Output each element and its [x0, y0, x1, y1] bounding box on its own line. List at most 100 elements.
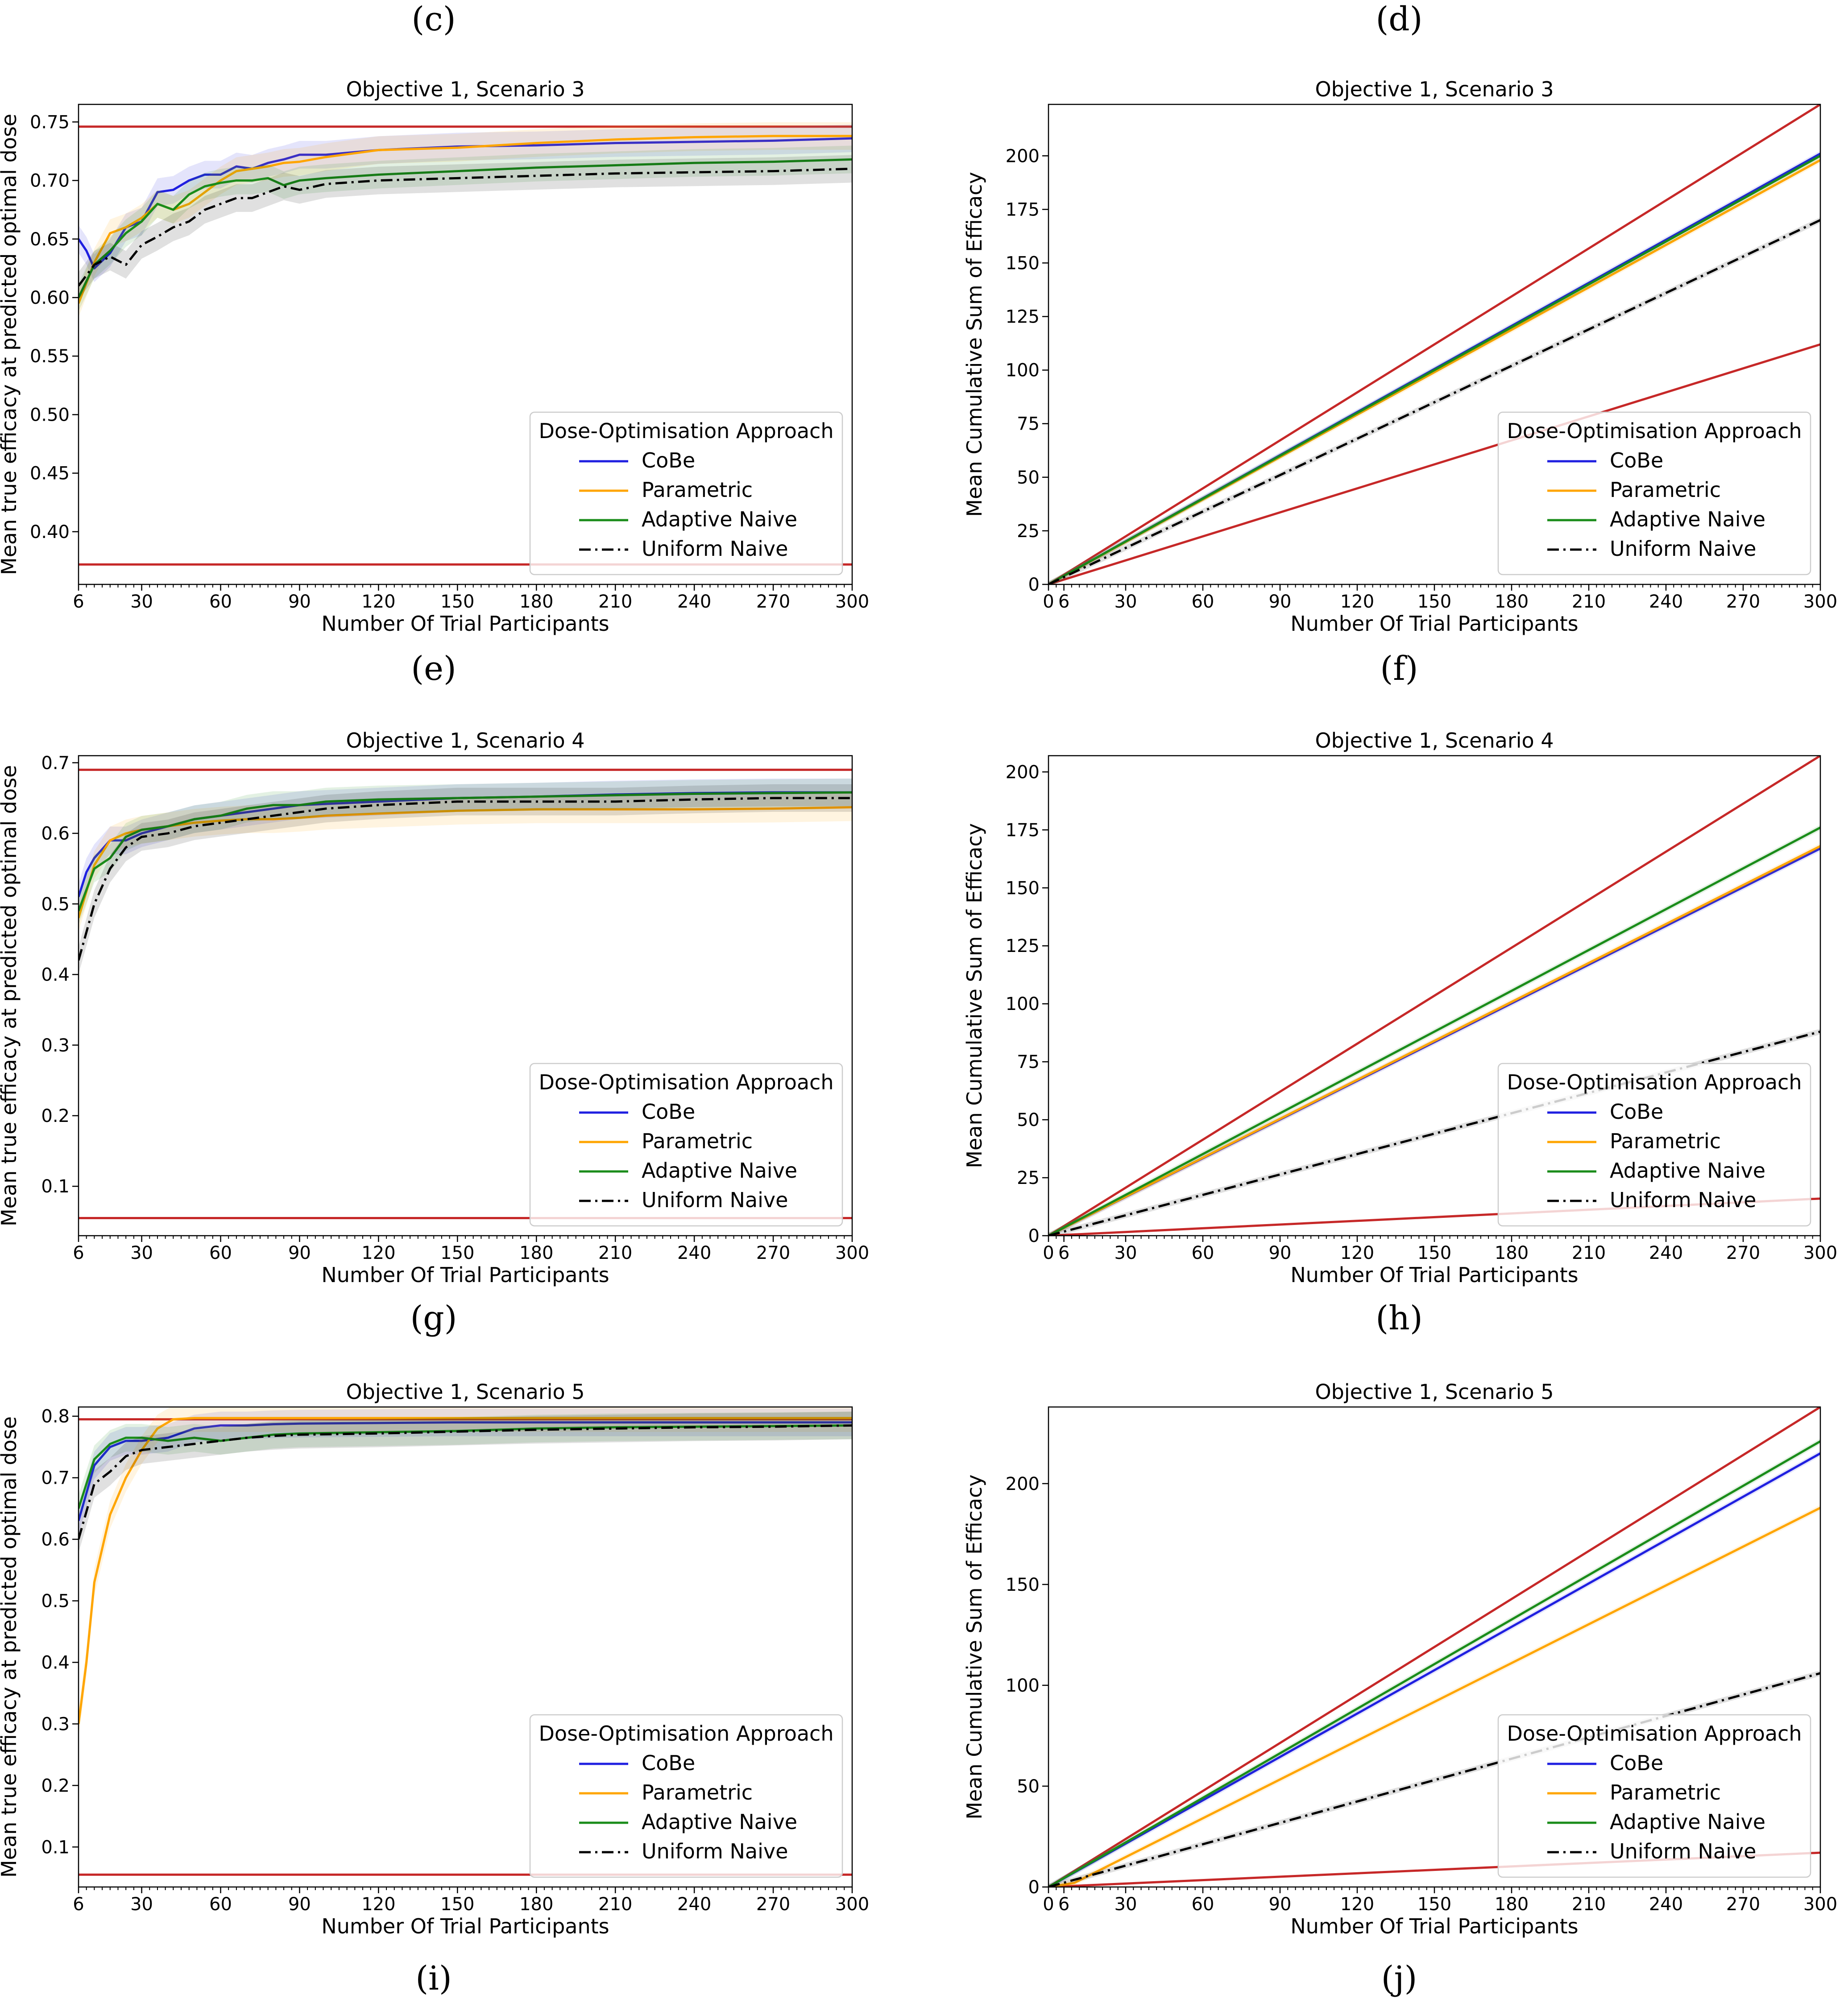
- y-tick-label: 150: [1006, 1575, 1040, 1595]
- x-tick-label: 180: [519, 1894, 553, 1915]
- series-line: [1048, 1440, 1820, 1887]
- x-tick-label: 180: [1495, 592, 1529, 612]
- x-tick-label: 150: [440, 1243, 474, 1263]
- plot-frame: [78, 755, 853, 1237]
- y-tick-label: 0.3: [41, 1714, 70, 1734]
- y-tick-label: 0.7: [41, 753, 70, 774]
- x-tick-label: 90: [1269, 1243, 1292, 1263]
- y-tick-label: 100: [1006, 1676, 1040, 1696]
- panel-label-g: (g): [410, 1299, 457, 1337]
- legend-entry-label: Uniform Naive: [1610, 537, 1756, 561]
- panel-label-j: (j): [1381, 1959, 1417, 1998]
- x-tick-label: 120: [1340, 1243, 1374, 1263]
- y-tick-label: 0.1: [41, 1176, 70, 1197]
- x-tick-label: 300: [835, 592, 869, 612]
- x-axis-label: Number Of Trial Participants: [1290, 612, 1578, 636]
- series-band: [79, 1411, 852, 1553]
- series-band: [79, 1408, 852, 1535]
- x-tick-label: 90: [1269, 592, 1292, 612]
- legend-title: Dose-Optimisation Approach: [1507, 1070, 1802, 1094]
- x-tick-label: 240: [677, 592, 711, 612]
- x-tick-label: 60: [1192, 1894, 1214, 1915]
- chart-scenario3-efficacy: Objective 1, Scenario 3 6 30 60 90 120 150 180 2…: [0, 77, 869, 636]
- series-band: [79, 793, 852, 932]
- legend-title: Dose-Optimisation Approach: [539, 419, 834, 443]
- panel-label-i: (i): [415, 1959, 452, 1998]
- x-tick-label: 150: [1417, 1894, 1451, 1915]
- x-tick-label: 210: [1572, 1243, 1606, 1263]
- y-axis-label: Mean Cumulative Sum of Efficacy: [962, 1474, 986, 1819]
- legend-entry-label: CoBe: [1610, 1100, 1663, 1124]
- x-tick-label: 120: [361, 1894, 395, 1915]
- x-tick-label: 300: [1803, 1894, 1837, 1915]
- y-tick-label: 0.8: [41, 1407, 70, 1427]
- legend-entry-label: Adaptive Naive: [1610, 1159, 1765, 1183]
- panel-label-h: (h): [1376, 1299, 1423, 1337]
- series-line: [79, 158, 852, 298]
- plot-frame: [78, 1406, 853, 1888]
- x-tick-label: 240: [1649, 1243, 1683, 1263]
- reference-line: [1048, 104, 1820, 584]
- chart-scenario5-cumulative: Objective 1, Scenario 5 0 6 30 60 90 120 150 180…: [962, 1380, 1837, 1938]
- plot-frame: [78, 103, 853, 585]
- y-tick-label: 0.50: [30, 405, 70, 425]
- legend-entry-label: CoBe: [642, 1751, 695, 1775]
- chart-scenario4-cumulative: Objective 1, Scenario 4 0 6 30 60 90 120 150 180…: [962, 728, 1837, 1287]
- y-tick-label: 200: [1006, 762, 1040, 782]
- x-tick-label: 300: [835, 1243, 869, 1263]
- x-tick-label: 6: [73, 1894, 84, 1915]
- legend-entry-label: CoBe: [1610, 1751, 1663, 1775]
- series-band: [79, 124, 852, 282]
- y-axis-label: Mean true efficacy at predicted optimal …: [0, 114, 21, 575]
- y-tick-label: 150: [1006, 878, 1040, 898]
- series-line: [79, 1417, 852, 1724]
- legend-entry-label: Adaptive Naive: [1610, 1810, 1765, 1834]
- x-tick-label: 270: [756, 1243, 790, 1263]
- x-tick-label: 6: [1058, 1243, 1069, 1263]
- series-line: [1048, 826, 1820, 1236]
- y-tick-label: 0: [1028, 1877, 1040, 1898]
- y-tick-label: 0.6: [41, 1530, 70, 1550]
- legend: Dose-Optimisation Approach CoBe Parametric…: [1497, 1714, 1811, 1878]
- x-tick-label: 6: [73, 592, 84, 612]
- y-tick-label: 0.5: [41, 894, 70, 914]
- x-tick-label: 30: [130, 1894, 153, 1915]
- series-line: [1048, 1672, 1820, 1887]
- chart-title: Objective 1, Scenario 4: [346, 728, 584, 753]
- y-tick-label: 50: [1017, 468, 1040, 488]
- legend-box: [1497, 411, 1811, 575]
- x-tick-label: 30: [130, 592, 153, 612]
- x-tick-label: 150: [440, 592, 474, 612]
- x-tick-label: 30: [1115, 1243, 1137, 1263]
- x-tick-label: 120: [1340, 1894, 1374, 1915]
- x-axis-label: Number Of Trial Participants: [1290, 1263, 1578, 1287]
- chart-title: Objective 1, Scenario 5: [1315, 1380, 1554, 1404]
- y-tick-label: 0.4: [41, 1652, 70, 1673]
- series-line: [79, 791, 852, 911]
- x-tick-label: 210: [598, 1243, 632, 1263]
- y-tick-label: 125: [1006, 307, 1040, 327]
- legend-entry-label: CoBe: [642, 1100, 695, 1124]
- x-tick-label: 0: [1043, 1243, 1054, 1263]
- x-tick-label: 240: [677, 1243, 711, 1263]
- legend-box: [1497, 1714, 1811, 1878]
- legend-box: [1497, 1063, 1811, 1227]
- reference-line: [1048, 343, 1820, 584]
- y-tick-label: 0.7: [41, 1468, 70, 1489]
- y-tick-label: 200: [1006, 146, 1040, 166]
- y-tick-label: 0: [1028, 1226, 1040, 1246]
- x-tick-label: 210: [598, 592, 632, 612]
- x-axis-label: Number Of Trial Participants: [321, 1914, 609, 1938]
- legend: Dose-Optimisation Approach CoBe Parametric…: [529, 1714, 843, 1878]
- x-tick-label: 150: [1417, 592, 1451, 612]
- y-axis-label: Mean Cumulative Sum of Efficacy: [962, 172, 986, 517]
- x-tick-label: 120: [361, 592, 395, 612]
- legend-box: [529, 1714, 843, 1878]
- plot-frame: [1048, 103, 1821, 585]
- plot-lines: [79, 122, 852, 566]
- legend-entry-label: Parametric: [1610, 1780, 1721, 1804]
- chart-title: Objective 1, Scenario 4: [1315, 728, 1554, 753]
- series-band: [79, 778, 852, 911]
- x-tick-label: 180: [519, 1243, 553, 1263]
- y-tick-label: 0.6: [41, 823, 70, 844]
